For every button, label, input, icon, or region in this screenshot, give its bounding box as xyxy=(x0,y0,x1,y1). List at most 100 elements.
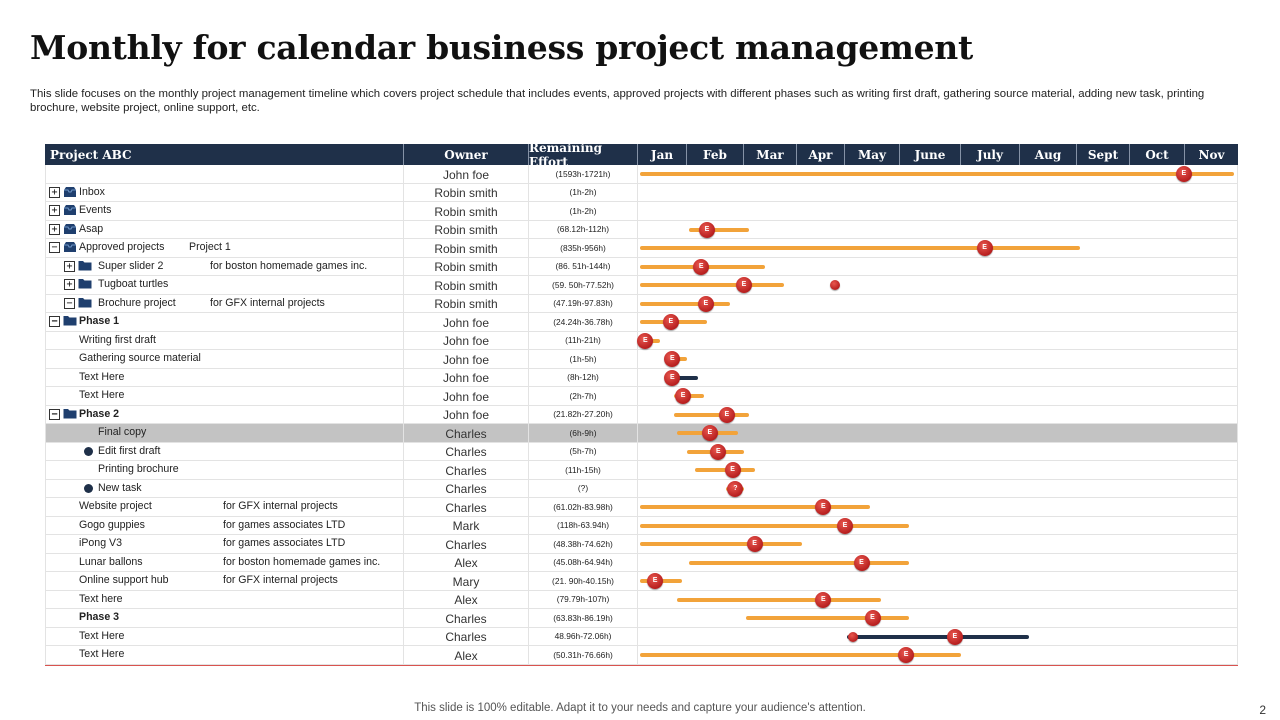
month-header-may[interactable]: May xyxy=(845,144,900,165)
event-marker[interactable]: E xyxy=(718,406,735,423)
table-row[interactable]: + Events Robin smith (1h-2h) xyxy=(45,202,1238,221)
table-row[interactable]: Text Here John foe (8h-12h) E xyxy=(45,368,1238,387)
event-marker[interactable]: E xyxy=(675,388,692,404)
event-marker[interactable]: E xyxy=(664,369,681,386)
table-row[interactable]: Text Here Alex (50.31h-76.66h) E xyxy=(45,646,1238,665)
month-header-sept[interactable]: Sept xyxy=(1077,144,1130,165)
milestone-dot[interactable] xyxy=(848,631,859,642)
effort-cell: (1h-2h) xyxy=(529,202,638,220)
event-marker[interactable]: E xyxy=(746,536,763,552)
inbox-icon xyxy=(63,204,77,219)
folder-icon xyxy=(63,315,77,329)
event-marker[interactable]: E xyxy=(701,425,718,441)
event-marker[interactable]: E xyxy=(864,610,881,626)
expand-icon[interactable]: + xyxy=(49,223,60,235)
timeline-bar[interactable] xyxy=(676,597,881,602)
table-row[interactable]: Gathering source material John foe (1h-5h)… xyxy=(45,350,1238,369)
event-marker[interactable]: E xyxy=(898,647,915,663)
milestone-dot[interactable] xyxy=(830,280,841,290)
event-marker[interactable]: E xyxy=(1175,166,1192,182)
table-row[interactable]: − Brochure project for GFX internal projec… xyxy=(45,294,1238,313)
timeline-bar[interactable] xyxy=(689,560,910,565)
event-marker[interactable]: E xyxy=(697,295,714,312)
table-row[interactable]: + Tugboat turtles Robin smith (59. 50h-77.5… xyxy=(45,276,1238,295)
event-marker[interactable]: E xyxy=(976,240,993,256)
table-row[interactable]: Gogo guppies for games associates LTD Mark… xyxy=(45,516,1238,535)
table-row[interactable]: iPong V3 for games associates LTD Charles(… xyxy=(45,535,1238,554)
event-marker[interactable]: E xyxy=(837,517,853,534)
table-row[interactable]: Online support hub for GFX internal proje… xyxy=(45,572,1238,591)
table-row[interactable]: + Inbox Robin smith (1h-2h) xyxy=(45,183,1238,202)
event-marker[interactable]: E xyxy=(710,443,727,460)
header-owner[interactable]: Owner xyxy=(404,144,529,165)
event-marker[interactable]: ? xyxy=(727,480,744,497)
timeline-bar[interactable] xyxy=(640,505,870,509)
month-header-apr[interactable]: Apr xyxy=(797,144,845,165)
expand-icon[interactable]: + xyxy=(64,260,75,272)
expand-icon[interactable]: + xyxy=(64,279,75,290)
header-project[interactable]: Project ABC xyxy=(45,144,404,165)
event-marker[interactable]: E xyxy=(698,221,715,238)
month-header-feb[interactable]: Feb xyxy=(687,144,744,165)
timeline-bar[interactable] xyxy=(746,616,910,620)
event-marker[interactable]: E xyxy=(693,258,710,275)
table-row[interactable]: + Super slider 2 for boston homemade games… xyxy=(45,257,1238,276)
event-marker[interactable]: E xyxy=(815,499,832,515)
table-row[interactable]: − Phase 2 John foe (21.82h-27.20h) E xyxy=(45,405,1238,424)
event-marker[interactable]: E xyxy=(662,314,679,330)
table-row[interactable]: Final copy Charles (6h-9h) E xyxy=(45,424,1238,443)
event-marker[interactable]: E xyxy=(853,554,870,571)
timeline-bar[interactable] xyxy=(640,301,730,306)
collapse-icon[interactable]: − xyxy=(64,297,75,309)
owner-cell: John foe xyxy=(404,313,529,331)
month-header-oct[interactable]: Oct xyxy=(1130,144,1185,165)
event-marker[interactable]: E xyxy=(637,332,654,349)
table-row[interactable]: Printing brochure Charles (11h-15h) E xyxy=(45,461,1238,480)
event-marker[interactable]: E xyxy=(664,351,681,367)
table-row[interactable]: New task Charles (?)? xyxy=(45,479,1238,498)
month-header-nov[interactable]: Nov xyxy=(1198,147,1225,162)
table-row[interactable]: Text Here Charles 48.96h-72.06h) E xyxy=(45,627,1238,646)
month-header-june[interactable]: June xyxy=(900,144,961,165)
timeline-bar[interactable] xyxy=(689,227,750,232)
table-row[interactable]: Writing first draft John foe (11h-21h) E xyxy=(45,331,1238,350)
timeline-bar[interactable] xyxy=(664,375,699,380)
table-row[interactable]: Website project for GFX internal projects… xyxy=(45,498,1238,517)
timeline-bar[interactable] xyxy=(847,634,1029,639)
header-months: Jan Feb Mar Apr May June July Aug Sept Oct Nov xyxy=(638,144,1238,165)
table-row[interactable]: − Phase 1 John foe (24.24h-36.78h) E xyxy=(45,313,1238,332)
month-header-july[interactable]: July xyxy=(961,144,1020,165)
project-cell: − Phase 1 xyxy=(45,313,404,331)
timeline-bar[interactable] xyxy=(674,412,750,417)
event-marker[interactable]: E xyxy=(647,573,664,589)
folder-icon xyxy=(78,260,92,274)
month-header-aug[interactable]: Aug xyxy=(1020,144,1077,165)
project-name: Text here xyxy=(79,592,123,605)
collapse-icon[interactable]: − xyxy=(49,408,60,420)
event-marker[interactable]: E xyxy=(724,462,741,478)
collapse-icon[interactable]: − xyxy=(49,316,60,327)
expand-icon[interactable]: + xyxy=(49,205,60,216)
event-marker[interactable]: E xyxy=(946,628,963,645)
timeline-bar[interactable] xyxy=(640,246,1080,250)
expand-icon[interactable]: + xyxy=(49,186,60,198)
table-row[interactable]: + Asap Robin smith (68.12h-112h) E xyxy=(45,220,1238,239)
table-row[interactable]: − Approved projects Project 1 Robin smith (8… xyxy=(45,239,1238,258)
timeline-bar[interactable] xyxy=(640,542,802,546)
event-marker[interactable]: E xyxy=(736,277,752,293)
header-effort[interactable]: Remaining Effort xyxy=(529,141,638,169)
timeline-bar[interactable] xyxy=(640,172,1234,176)
table-row[interactable]: John foe (1593h-1721h) E xyxy=(45,165,1238,184)
timeline-bar[interactable] xyxy=(640,523,910,528)
timeline-bar[interactable] xyxy=(640,653,961,657)
table-row[interactable]: Edit first draft Charles (5h-7h) E xyxy=(45,442,1238,461)
event-marker[interactable]: E xyxy=(815,591,832,608)
month-header-mar[interactable]: Mar xyxy=(744,144,797,165)
table-row[interactable]: Lunar ballons for boston homemade games i… xyxy=(45,553,1238,572)
table-row[interactable]: Phase 3 Charles (63.83h-86.19h) E xyxy=(45,609,1238,628)
collapse-icon[interactable]: − xyxy=(49,242,60,253)
table-row[interactable]: Text Here John foe (2h-7h) E xyxy=(45,387,1238,406)
table-row[interactable]: Text here Alex (79.79h-107h) E xyxy=(45,590,1238,609)
timeline-bar[interactable] xyxy=(640,283,784,287)
month-header-jan[interactable]: Jan xyxy=(638,144,687,165)
